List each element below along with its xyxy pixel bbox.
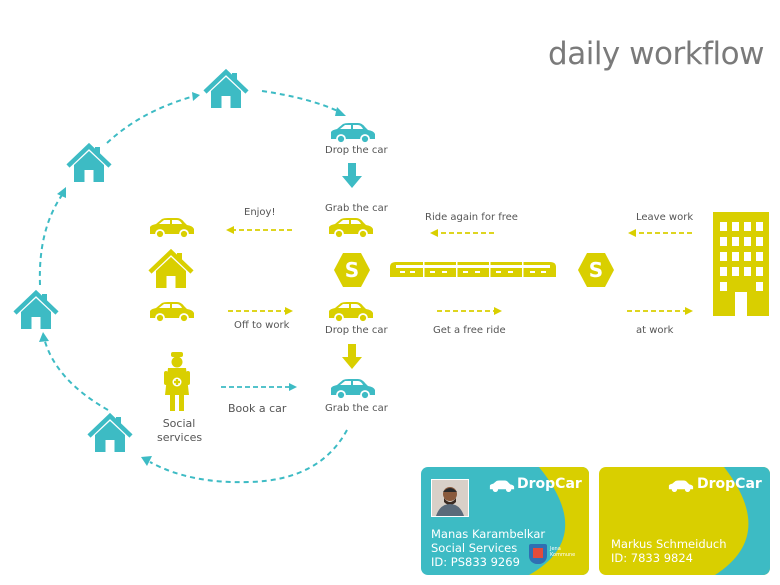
label-drop-car-top: Drop the car	[325, 145, 388, 156]
car-icon	[328, 217, 374, 239]
label-off-to-work: Off to work	[234, 320, 290, 331]
label-book-car: Book a car	[228, 402, 287, 415]
building-icon	[713, 212, 769, 316]
label-leave-work: Leave work	[636, 212, 694, 223]
card-swoosh	[668, 467, 770, 575]
id-card-employee: DropCar Markus Schmeiduch ID: 7833 9824	[599, 467, 770, 575]
label-social-services: Social services	[157, 417, 203, 444]
card-id: ID: 7833 9824	[611, 551, 693, 565]
station-icon	[334, 253, 370, 287]
card-brand: DropCar	[697, 476, 762, 492]
nurse-icon	[164, 352, 190, 411]
badge-text: Jena Kommune	[550, 546, 576, 558]
label-at-work: at work	[636, 325, 674, 336]
card-name: Manas Karambelkar	[431, 527, 546, 541]
car-icon	[149, 217, 195, 239]
down-arrow-icon	[342, 344, 362, 369]
car-icon	[328, 301, 374, 323]
id-card-social-services: DropCar Manas Karambelkar Social Service…	[421, 467, 589, 575]
house-icon	[15, 293, 57, 329]
card-id: ID: PS833 9269	[431, 555, 520, 569]
car-icon	[330, 378, 376, 400]
house-icon	[205, 72, 247, 108]
label-ride-again: Ride again for free	[425, 212, 518, 223]
car-icon	[330, 122, 376, 144]
label-grab-car-top: Grab the car	[325, 203, 388, 214]
station-icon	[578, 253, 614, 287]
house-icon	[150, 252, 192, 288]
car-icon	[149, 301, 195, 323]
house-icon	[68, 146, 110, 182]
train-icon	[390, 262, 556, 277]
house-icon	[89, 416, 131, 452]
down-arrow-icon	[342, 163, 362, 188]
page-title: daily workflow	[548, 36, 764, 72]
badge-icon	[529, 544, 547, 564]
label-grab-car-bottom: Grab the car	[325, 403, 388, 414]
card-org: Social Services	[431, 541, 518, 555]
label-drop-car-mid: Drop the car	[325, 325, 388, 336]
label-enjoy: Enjoy!	[244, 207, 276, 218]
path-segment	[106, 96, 192, 144]
card-name: Markus Schmeiduch	[611, 537, 727, 551]
card-brand: DropCar	[517, 476, 582, 492]
avatar	[431, 479, 469, 517]
card-swoosh	[489, 467, 589, 575]
label-get-free-ride: Get a free ride	[433, 325, 506, 336]
